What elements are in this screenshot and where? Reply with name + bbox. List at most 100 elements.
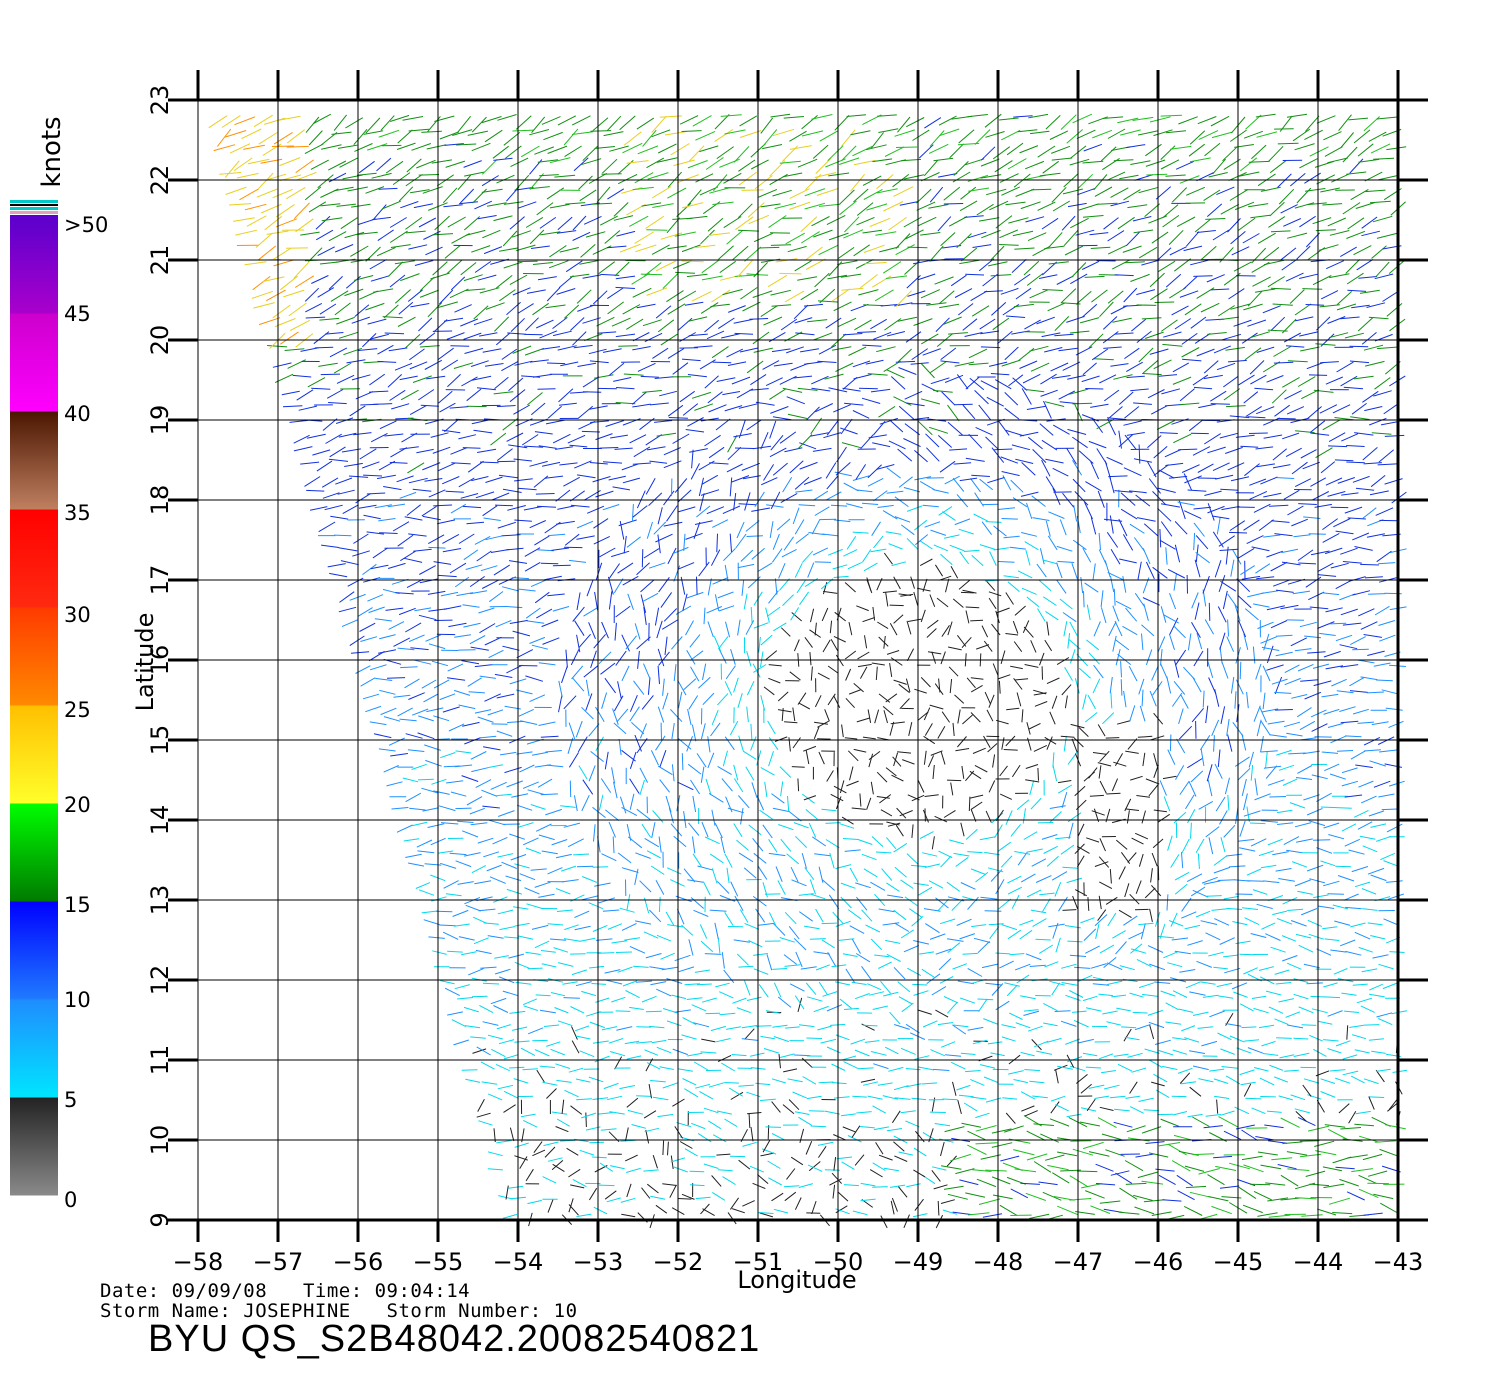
wind-vector (1315, 229, 1336, 232)
wind-vector (1336, 690, 1354, 694)
wind-vector (1272, 448, 1288, 461)
wind-vector (454, 984, 470, 990)
wind-vector (1368, 316, 1389, 320)
wind-vector (985, 579, 996, 591)
wind-vector (685, 620, 694, 636)
wind-vector (975, 426, 993, 436)
wind-vector (1268, 1140, 1288, 1144)
wind-vector (1239, 953, 1255, 956)
wind-vector (1310, 432, 1330, 436)
wind-vector (985, 436, 999, 450)
wind-vector (423, 693, 439, 703)
wind-vector (339, 591, 355, 603)
wind-vector (1280, 204, 1298, 214)
wind-vector (699, 924, 708, 939)
wind-vector (677, 506, 696, 513)
wind-vector (1001, 1036, 1016, 1042)
wind-vector (953, 852, 970, 857)
wind-vector (882, 590, 897, 593)
wind-vector (852, 1210, 868, 1216)
wind-vector (1042, 1191, 1062, 1201)
wind-vector (795, 489, 813, 493)
wind-vector (1278, 878, 1295, 882)
wind-vector (477, 837, 494, 844)
wind-vector (978, 404, 992, 421)
wind-vector (1005, 315, 1026, 318)
wind-vector (1179, 402, 1200, 406)
wind-vector (400, 273, 420, 282)
wind-vector (650, 981, 667, 986)
wind-vector (540, 793, 558, 796)
wind-vector (623, 373, 644, 376)
wind-vector (731, 1054, 747, 1057)
wind-vector (747, 576, 761, 589)
wind-vector (1296, 838, 1313, 843)
wind-vector (518, 588, 536, 592)
wind-vector (1082, 694, 1087, 710)
wind-vector (1283, 218, 1302, 227)
wind-vector (494, 504, 513, 507)
wind-vector (813, 951, 830, 955)
wind-vector (685, 532, 703, 540)
wind-vector (367, 318, 387, 325)
wind-vector (795, 951, 803, 968)
wind-vector (1294, 1108, 1311, 1114)
wind-vector (1172, 1049, 1188, 1055)
wind-vector (504, 936, 520, 939)
wind-vector (930, 361, 947, 374)
wind-vector (1256, 719, 1262, 737)
wind-vector (769, 420, 777, 439)
wind-vector (704, 375, 719, 389)
wind-vector (824, 373, 844, 380)
wind-vector (563, 938, 580, 942)
wind-vector (1278, 1095, 1293, 1101)
wind-vector (924, 794, 939, 797)
wind-vector (619, 1085, 636, 1090)
wind-vector (1123, 467, 1142, 477)
wind-vector (493, 215, 513, 222)
wind-vector (1216, 982, 1233, 988)
wind-vector (952, 1211, 972, 1216)
wind-vector (829, 620, 833, 634)
wind-vector (1030, 640, 1037, 653)
wind-vector (656, 1046, 672, 1054)
wind-vector (546, 287, 561, 302)
wind-vector (892, 756, 902, 767)
wind-vector (773, 1208, 789, 1214)
wind-vector (608, 475, 626, 481)
wind-vector (1235, 679, 1244, 695)
wind-vector (995, 809, 1004, 822)
wind-vector (1190, 259, 1209, 266)
wind-vector (1182, 276, 1198, 290)
wind-vector (805, 982, 817, 995)
wind-vector (1214, 763, 1223, 779)
wind-vector (1354, 931, 1371, 940)
wind-vector (395, 592, 414, 595)
wind-vector (867, 464, 882, 479)
wind-vector (365, 246, 381, 262)
wind-vector (743, 867, 757, 879)
wind-vector (1213, 966, 1228, 970)
wind-vector (1260, 820, 1278, 823)
wind-vector (373, 288, 394, 293)
wind-vector (517, 303, 534, 314)
wind-vector (856, 1111, 872, 1114)
wind-vector (918, 886, 933, 896)
wind-vector (1324, 1124, 1346, 1128)
wind-vector (293, 446, 313, 452)
wind-vector (1086, 837, 1100, 843)
wind-vector (1239, 847, 1256, 852)
wind-vector (1316, 174, 1336, 185)
wind-vector (1234, 1106, 1250, 1115)
wind-vector (994, 448, 1013, 451)
wind-vector (656, 988, 672, 997)
wind-vector (1243, 810, 1261, 817)
wind-vector (900, 593, 914, 597)
wind-vector (1302, 288, 1323, 290)
wind-vector (544, 1146, 556, 1158)
wind-vector (1156, 420, 1175, 430)
wind-vector (837, 1191, 849, 1202)
wind-vector (1185, 1185, 1207, 1189)
wind-vectors (208, 113, 1408, 1229)
wind-vector (308, 201, 327, 213)
